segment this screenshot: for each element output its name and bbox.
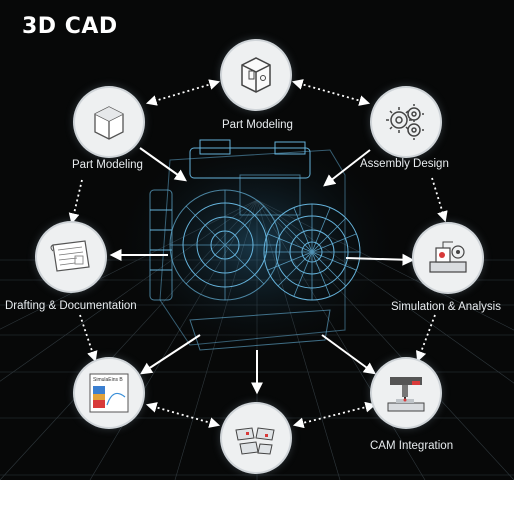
parts-assembly-node[interactable] — [222, 404, 290, 472]
diagram-title: 3D CAD — [22, 14, 118, 39]
wireframe-cube-icon — [94, 106, 124, 140]
assembly-design-label: Assembly Design — [360, 158, 449, 170]
gears-icon — [386, 104, 424, 140]
dotted-cycle-arrows — [68, 79, 448, 429]
analysis-panel-text: SimulaEins B — [93, 377, 123, 383]
cam-integration-label: CAM Integration — [370, 440, 454, 452]
drafting-node[interactable] — [37, 223, 105, 291]
diagram-canvas: 3D CAD Part Modeling Part Modeling — [0, 0, 514, 480]
blueprint-sheet-icon — [50, 240, 90, 272]
part-modeling-top-label: Part Modeling — [222, 119, 293, 131]
simulation-node[interactable] — [414, 224, 482, 292]
solid-connector-arrows — [109, 147, 415, 395]
cam-integration-node[interactable] — [372, 359, 440, 427]
cnc-machine-icon — [387, 377, 425, 412]
simulation-icon — [429, 241, 467, 273]
engine-wireframe — [149, 139, 361, 351]
simulation-label: Simulation & Analysis — [391, 301, 501, 313]
part-modeling-left-label: Part Modeling — [72, 159, 143, 171]
analysis-chart-icon: SimulaEins B — [89, 373, 129, 413]
box-part-icon — [241, 57, 271, 93]
assembly-parts-icon — [235, 427, 275, 455]
part-modeling-top-node[interactable] — [222, 41, 290, 109]
analysis-node[interactable]: SimulaEins B — [75, 359, 143, 427]
part-modeling-left-node[interactable] — [75, 88, 143, 156]
assembly-design-node[interactable] — [372, 88, 440, 156]
drafting-label: Drafting & Documentation — [5, 300, 137, 312]
